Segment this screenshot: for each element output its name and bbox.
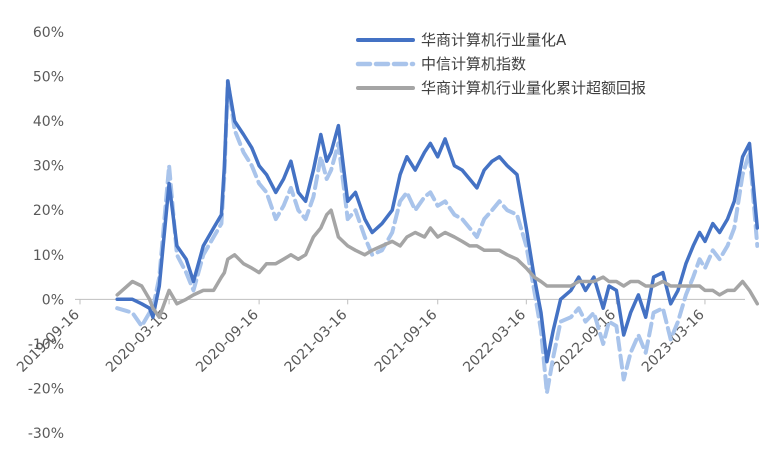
y-tick-label: -30% (28, 426, 64, 442)
legend-label-0: 华商计算机行业量化A (421, 31, 567, 49)
y-tick-label: 30% (33, 159, 64, 175)
legend-label-2: 华商计算机行业量化累计超额回报 (421, 79, 646, 97)
legend-label-1: 中信计算机指数 (421, 55, 526, 73)
y-tick-label: 50% (33, 70, 64, 86)
y-tick-label: 10% (33, 248, 64, 264)
y-tick-label: -20% (28, 381, 64, 397)
y-tick-label: 40% (33, 114, 64, 130)
y-tick-label: 60% (33, 25, 64, 41)
series-line-2 (115, 208, 759, 319)
y-tick-label: 20% (33, 203, 64, 219)
y-tick-label: 0% (42, 292, 64, 308)
series-line-0 (115, 79, 759, 364)
series-lines (115, 79, 759, 395)
y-axis-ticks: 60% 50% 40% 30% 20% 10% 0% -10% -20% -30% (28, 25, 64, 442)
y-tick-label: -10% (28, 337, 64, 353)
